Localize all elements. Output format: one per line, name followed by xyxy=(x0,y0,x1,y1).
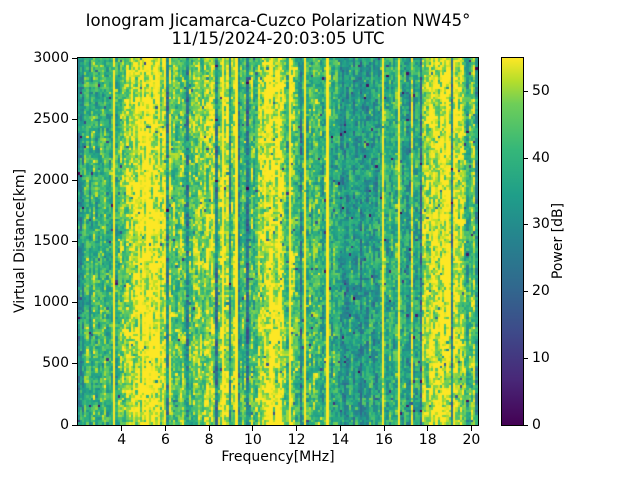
y-tick-mark xyxy=(72,302,77,304)
x-axis-label: Frequency[MHz] xyxy=(221,449,335,465)
x-tick-label: 16 xyxy=(375,432,393,448)
x-tick-label: 6 xyxy=(160,432,170,448)
y-tick-mark xyxy=(72,57,77,59)
x-tick-mark xyxy=(427,426,429,431)
colorbar xyxy=(501,57,524,426)
y-tick-label: 2500 xyxy=(33,110,69,127)
x-tick-label: 12 xyxy=(287,432,306,448)
colorbar-tick-label: 10 xyxy=(532,349,550,366)
colorbar-tick-mark xyxy=(523,224,528,226)
x-tick-label: 14 xyxy=(331,432,350,448)
colorbar-tick-mark xyxy=(523,90,528,92)
chart-title: Ionogram Jicamarca-Cuzco Polarization NW… xyxy=(85,11,471,30)
colorbar-tick-label: 30 xyxy=(532,216,550,233)
colorbar-label: Power [dB] xyxy=(550,202,566,280)
y-tick-label: 2000 xyxy=(33,171,69,188)
x-tick-mark xyxy=(470,426,472,431)
x-tick-label: 4 xyxy=(117,432,127,448)
x-tick-mark xyxy=(164,426,166,431)
y-tick-mark xyxy=(72,363,77,365)
chart-title-block: Ionogram Jicamarca-Cuzco Polarization NW… xyxy=(77,12,479,48)
colorbar-tick-label: 20 xyxy=(532,283,550,300)
colorbar-tick-mark xyxy=(523,157,528,159)
x-tick-label: 18 xyxy=(418,432,437,448)
colorbar-tick-label: 0 xyxy=(532,416,541,433)
y-tick-mark xyxy=(72,241,77,242)
colorbar-tick-mark xyxy=(523,357,528,359)
y-tick-label: 1500 xyxy=(33,233,69,249)
colorbar-tick-mark xyxy=(523,424,528,426)
x-tick-label: 8 xyxy=(204,432,214,448)
y-tick-label: 3000 xyxy=(33,49,69,66)
ionogram-heatmap-canvas xyxy=(78,58,478,425)
x-tick-mark xyxy=(383,426,385,431)
y-tick-mark xyxy=(72,424,77,426)
colorbar-tick-mark xyxy=(523,291,528,293)
y-tick-label: 0 xyxy=(60,416,69,433)
y-tick-label: 1000 xyxy=(33,294,69,311)
x-tick-mark xyxy=(208,426,210,431)
x-tick-mark xyxy=(252,426,254,431)
x-tick-mark xyxy=(339,426,341,431)
plot-area xyxy=(77,57,479,426)
y-tick-label: 500 xyxy=(42,355,69,372)
y-tick-mark xyxy=(72,118,77,120)
x-tick-mark xyxy=(121,426,123,431)
x-tick-label: 10 xyxy=(243,432,262,448)
x-tick-label: 20 xyxy=(462,432,481,448)
colorbar-tick-label: 40 xyxy=(532,149,550,166)
y-tick-mark xyxy=(72,179,77,181)
chart-subtitle: 11/15/2024-20:03:05 UTC xyxy=(171,29,385,48)
colorbar-tick-label: 50 xyxy=(532,82,550,99)
x-tick-mark xyxy=(296,426,298,431)
